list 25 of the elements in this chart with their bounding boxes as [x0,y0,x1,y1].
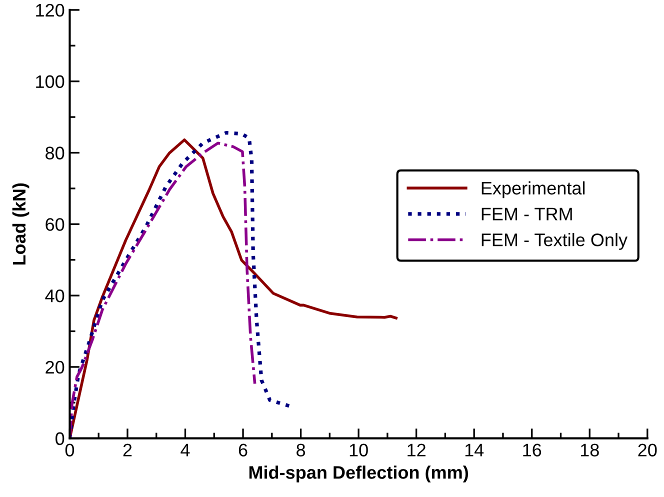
x-tick-label: 4 [180,444,190,456]
y-tick-label: 40 [45,289,64,302]
legend-label: FEM - Textile Only [482,233,628,250]
y-tick-label: 20 [46,360,64,374]
y-tick-label: 120 [36,4,64,17]
x-tick-label: 0 [65,444,74,456]
x-tick-label: 14 [465,444,484,456]
y-tick-label: 60 [46,218,64,231]
x-tick-label: 6 [238,444,248,456]
line-series [70,130,292,438]
x-tick-label: 10 [350,444,368,456]
y-tick-label: 0 [56,432,64,446]
x-tick-label: 18 [580,444,599,456]
x-axis-title: Mid-span Deflection (mm) [249,466,468,482]
x-tick-label: 8 [296,444,306,456]
y-tick-label: 100 [36,75,64,88]
x-tick-label: 2 [123,444,132,456]
y-tick-label: 80 [46,146,64,160]
x-tick-label: 12 [408,444,426,456]
x-tick-label: 16 [523,444,542,456]
y-axis-title: Load (kN) [12,183,30,265]
line-series [70,142,256,438]
x-tick-label: 20 [638,444,657,456]
legend-label: FEM - TRM [482,208,572,220]
legend-label: Experimental [482,181,585,198]
